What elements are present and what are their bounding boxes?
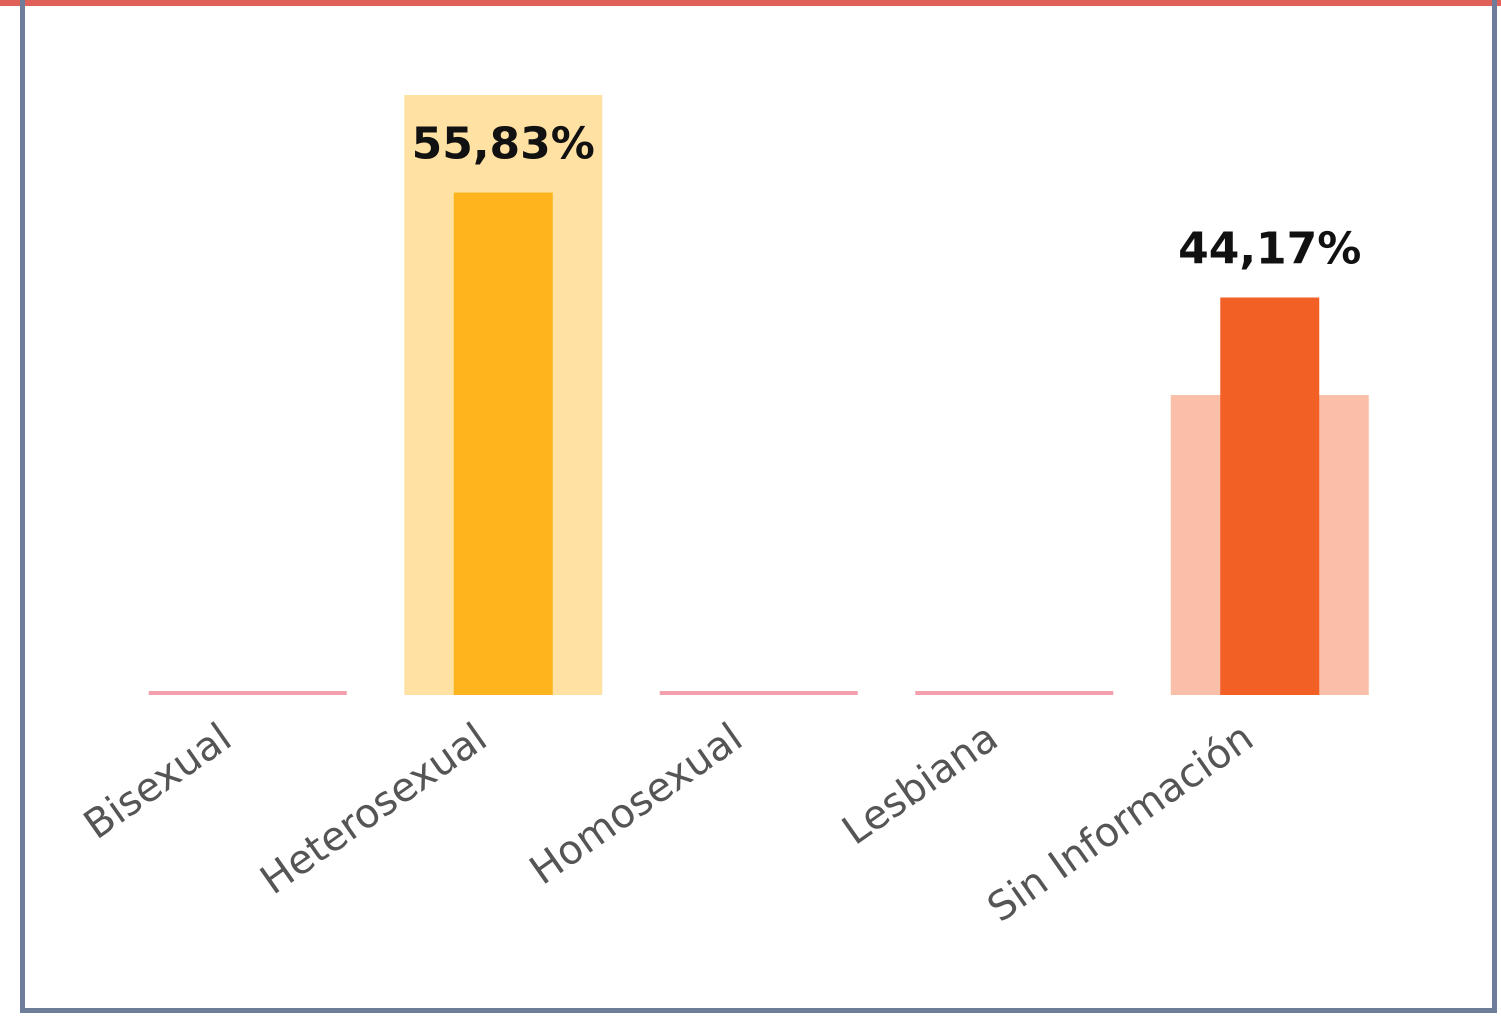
zero-bar xyxy=(659,691,858,695)
left-border xyxy=(20,0,25,1013)
x-tick-label: Lesbiana xyxy=(834,715,1006,855)
top-border xyxy=(0,0,1501,6)
bar xyxy=(1220,297,1320,695)
x-tick-label: Heterosexual xyxy=(252,715,495,904)
zero-bar xyxy=(148,691,347,695)
value-label: 44,17% xyxy=(1178,223,1361,274)
bottom-border xyxy=(20,1008,1497,1013)
bar xyxy=(453,192,553,695)
zero-bar xyxy=(915,691,1114,695)
value-label: 55,83% xyxy=(412,119,595,170)
x-tick-label: Bisexual xyxy=(76,715,240,849)
right-border xyxy=(1492,0,1497,1013)
x-tick-label: Homosexual xyxy=(522,715,751,895)
x-tick-label: Sin Información xyxy=(979,715,1261,932)
